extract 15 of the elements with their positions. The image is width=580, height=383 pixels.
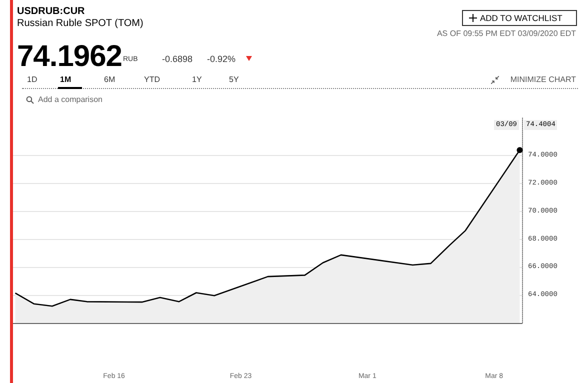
- text: 1Y: [192, 75, 202, 84]
- text: YTD: [144, 75, 160, 84]
- chart-subtitle: Russian Ruble SPOT (TOM): [17, 18, 144, 29]
- text: 1M: [60, 75, 72, 84]
- text: 1D: [27, 75, 38, 84]
- text: -0.92%: [207, 54, 236, 64]
- text: ADD TO WATCHLIST: [480, 13, 562, 23]
- chart-title: USDRUB:CUR: [17, 6, 85, 17]
- text: 74.1962: [17, 40, 122, 74]
- text: MINIMIZE CHART: [510, 75, 576, 84]
- text: 6M: [104, 75, 116, 84]
- text: Add a comparison: [38, 95, 102, 104]
- text: -0.6898: [162, 54, 193, 64]
- text: 5Y: [229, 75, 239, 84]
- text: AS OF 09:55 PM EDT 03/09/2020 EDT: [436, 29, 576, 38]
